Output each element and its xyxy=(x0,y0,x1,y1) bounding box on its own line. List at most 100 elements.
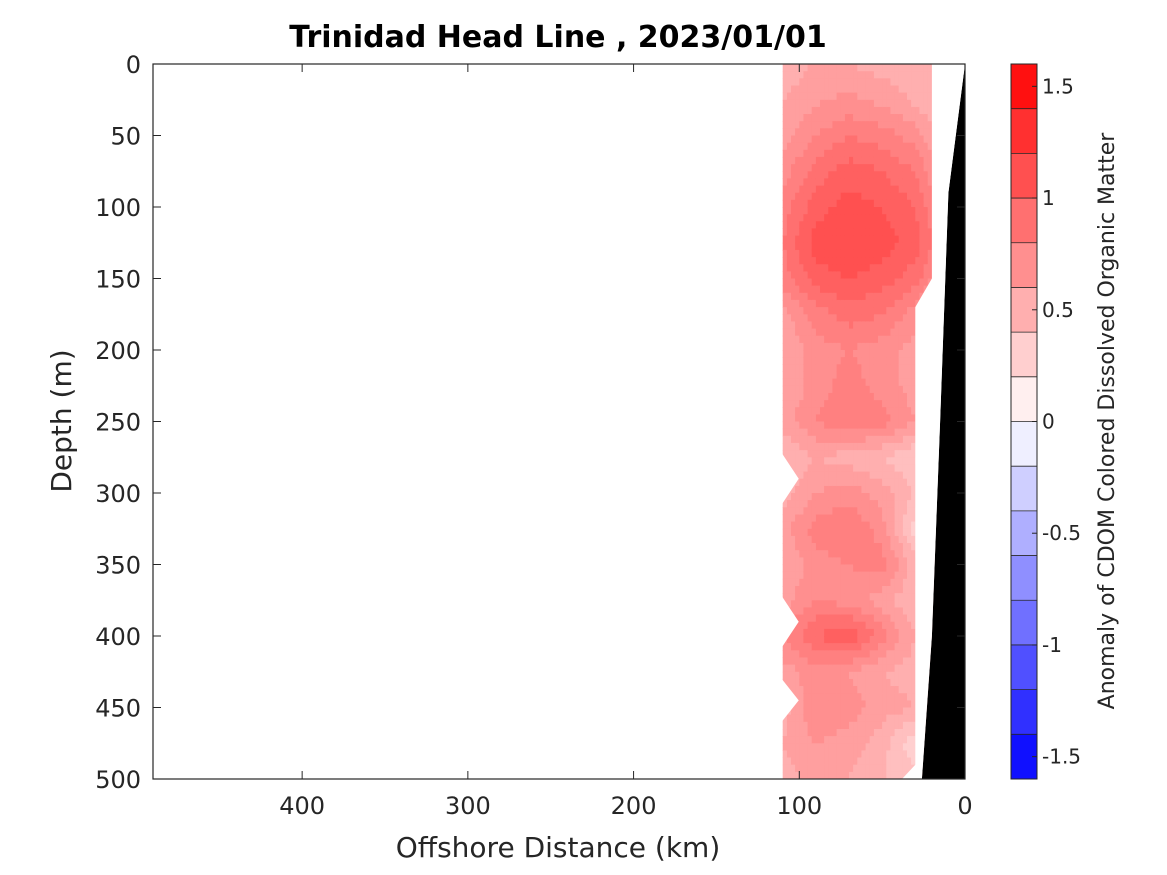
contour-cell xyxy=(861,71,867,79)
contour-cell xyxy=(857,757,862,766)
contour-cell xyxy=(844,421,850,430)
contour-cell xyxy=(844,700,850,709)
contour-cell xyxy=(878,78,883,87)
contour-cell xyxy=(886,621,891,630)
contour-cell xyxy=(849,264,854,272)
contour-cell xyxy=(878,578,883,587)
contour-cell xyxy=(836,299,842,308)
contour-cell xyxy=(820,729,825,737)
contour-cell xyxy=(882,185,887,194)
contour-cell xyxy=(886,371,891,380)
contour-cell xyxy=(844,85,850,94)
contour-cell xyxy=(844,636,850,644)
contour-cell xyxy=(836,693,842,701)
contour-cell xyxy=(890,278,896,287)
contour-cell xyxy=(811,700,817,709)
contour-cell xyxy=(853,171,858,180)
contour-cell xyxy=(911,636,916,644)
contour-cell xyxy=(820,214,825,222)
contour-cell xyxy=(815,571,821,580)
contour-cell xyxy=(836,671,842,680)
contour-cell xyxy=(824,700,829,709)
contour-cell xyxy=(886,514,891,523)
contour-cell xyxy=(791,292,796,301)
contour-cell xyxy=(828,106,833,115)
contour-cell xyxy=(824,435,829,444)
contour-cell xyxy=(832,185,838,194)
contour-cell xyxy=(861,743,867,751)
contour-cell xyxy=(849,378,854,387)
contour-cell xyxy=(907,235,912,244)
contour-cell xyxy=(853,392,858,401)
contour-cell xyxy=(815,464,821,473)
contour-cell xyxy=(799,657,804,666)
contour-cell xyxy=(807,156,813,165)
contour-cell xyxy=(824,328,829,337)
contour-cell xyxy=(844,435,850,444)
contour-cell xyxy=(894,328,900,337)
contour-cell xyxy=(844,299,850,308)
contour-cell xyxy=(923,242,929,251)
contour-cell xyxy=(840,257,846,265)
contour-cell xyxy=(902,364,908,372)
contour-cell xyxy=(815,471,821,480)
contour-cell xyxy=(857,435,862,444)
contour-cell xyxy=(865,257,871,265)
contour-cell xyxy=(882,535,887,544)
contour-cell xyxy=(820,686,825,694)
contour-cell xyxy=(807,621,813,630)
contour-cell xyxy=(832,614,838,623)
contour-cell xyxy=(828,636,833,644)
contour-cell xyxy=(828,614,833,623)
contour-cell xyxy=(869,600,875,608)
contour-cell xyxy=(898,736,904,744)
contour-cell xyxy=(886,671,891,680)
contour-cell xyxy=(873,686,879,694)
contour-cell xyxy=(882,571,887,580)
contour-cell xyxy=(832,686,838,694)
contour-cell xyxy=(803,621,809,630)
contour-cell xyxy=(890,328,896,337)
contour-cell xyxy=(869,185,875,194)
contour-cell xyxy=(803,414,809,423)
contour-cell xyxy=(869,171,875,180)
contour-cell xyxy=(791,586,796,594)
contour-cell xyxy=(898,328,904,337)
contour-cell xyxy=(791,314,796,322)
contour-cell xyxy=(898,757,904,766)
contour-cell xyxy=(907,242,912,251)
contour-cell xyxy=(795,335,800,344)
contour-cell xyxy=(907,500,912,508)
contour-cell xyxy=(927,207,933,215)
contour-cell xyxy=(786,85,792,94)
contour-cell xyxy=(878,407,883,415)
contour-cell xyxy=(911,299,916,308)
contour-cell xyxy=(815,271,821,280)
contour-cell xyxy=(820,507,825,516)
contour-cell xyxy=(782,428,788,437)
contour-cell xyxy=(824,578,829,587)
contour-cell xyxy=(853,121,858,129)
contour-cell xyxy=(844,249,850,258)
contour-cell xyxy=(898,214,904,222)
contour-cell xyxy=(820,485,825,494)
contour-cell xyxy=(836,278,842,287)
contour-cell xyxy=(799,729,804,737)
contour-cell xyxy=(786,435,792,444)
contour-cell xyxy=(791,221,796,229)
contour-cell xyxy=(799,307,804,315)
contour-cell xyxy=(853,235,858,244)
contour-cell xyxy=(849,299,854,308)
contour-cell xyxy=(902,493,908,501)
contour-cell xyxy=(832,228,838,237)
contour-cell xyxy=(907,657,912,666)
contour-cell xyxy=(811,207,817,215)
contour-cell xyxy=(886,114,891,122)
contour-cell xyxy=(786,207,792,215)
contour-cell xyxy=(799,678,804,687)
contour-cell xyxy=(869,121,875,129)
contour-cell xyxy=(849,257,854,265)
contour-cell xyxy=(786,149,792,158)
contour-cell xyxy=(820,171,825,180)
contour-cell xyxy=(878,392,883,401)
